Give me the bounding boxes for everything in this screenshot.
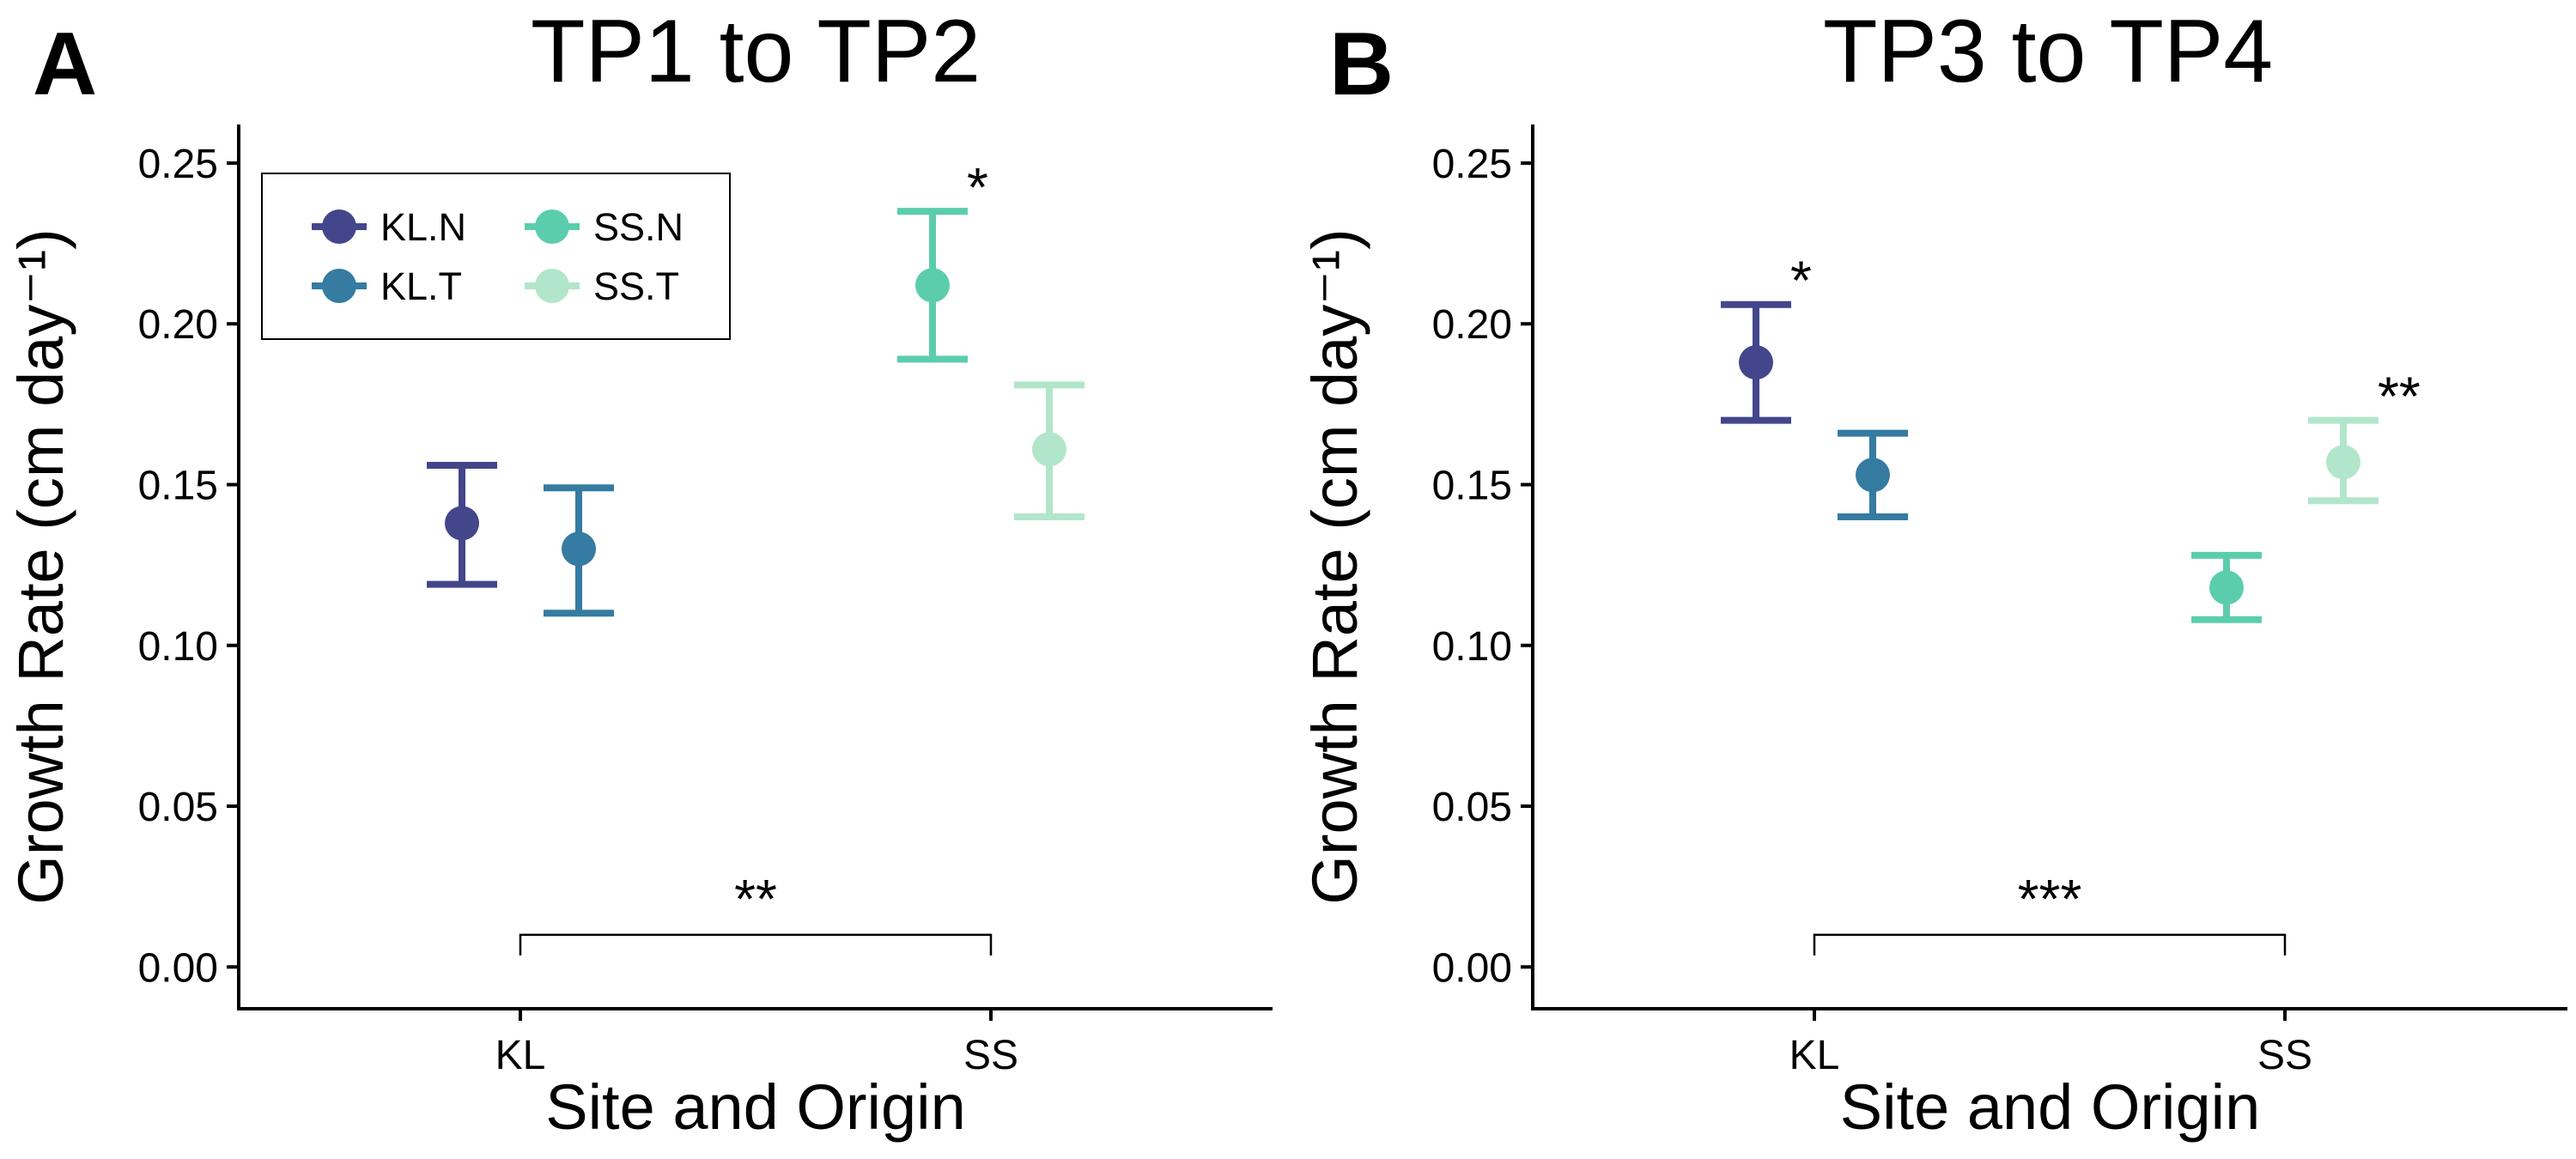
legend-item-ss-t: SS.T — [525, 264, 679, 308]
legend-label-kl-t: KL.T — [380, 264, 462, 308]
significance-mark-kl-n: * — [1790, 250, 1812, 312]
y-tick-label: 0.25 — [138, 142, 218, 187]
series-kl-t — [1838, 429, 1908, 520]
significance-mark-ss-t: ** — [2378, 366, 2421, 428]
point-ss-n — [2209, 570, 2244, 605]
legend-item-ss-n: SS.N — [525, 205, 683, 249]
x-tick-label-ss: SS — [963, 1033, 1018, 1078]
y-tick-label: 0.10 — [1432, 624, 1512, 670]
x-tick-label-kl: KL — [1789, 1033, 1840, 1078]
legend: KL.N KL.T SS.N SS.T — [261, 173, 731, 340]
series-kl-t — [544, 484, 614, 617]
point-kl-t — [562, 531, 596, 567]
point-kl-t — [1856, 458, 1890, 493]
y-tick-label: 0.15 — [1432, 463, 1512, 508]
point-ss-t — [2326, 445, 2360, 480]
x-tick-label-kl: KL — [495, 1033, 546, 1078]
y-tick-label: 0.10 — [138, 624, 218, 670]
series-ss-n — [2191, 551, 2262, 623]
legend-item-kl-n: KL.N — [312, 205, 466, 249]
legend-swatch-ss-t — [535, 269, 569, 303]
y-tick-label: 0.15 — [138, 463, 218, 508]
y-tick-label: 0.00 — [1432, 945, 1512, 991]
y-tick-label: 0.20 — [138, 302, 218, 348]
point-ss-n — [915, 268, 950, 303]
y-axis-title: Growth Rate (cm day⁻¹) — [1299, 228, 1370, 904]
series-ss-t — [2308, 416, 2379, 505]
panel-b-letter: B — [1329, 15, 1394, 114]
y-axis-title: Growth Rate (cm day⁻¹) — [5, 228, 76, 904]
legend-box — [261, 173, 731, 340]
legend-swatch-ss-n — [535, 209, 569, 244]
series-ss-t — [1014, 381, 1084, 520]
x-axis-title: Site and Origin — [545, 1071, 966, 1143]
y-tick-label: 0.00 — [138, 945, 218, 991]
series-kl-n — [427, 462, 497, 588]
y-tick-label: 0.20 — [1432, 302, 1512, 348]
panel-b-title: TP3 to TP4 — [1823, 2, 2273, 101]
significance-bracket — [519, 933, 993, 956]
panel-a-title: TP1 to TP2 — [531, 2, 981, 101]
legend-item-kl-t: KL.T — [312, 264, 462, 308]
significance-bracket — [1813, 933, 2287, 956]
significance-label: *** — [2018, 868, 2082, 930]
point-kl-n — [1739, 345, 1773, 380]
point-kl-n — [445, 506, 479, 541]
series-kl-n — [1721, 300, 1791, 424]
legend-label-ss-t: SS.T — [593, 264, 679, 308]
significance-mark-ss-n: * — [967, 156, 988, 218]
series-ss-n — [897, 208, 968, 363]
legend-label-kl-n: KL.N — [380, 205, 466, 249]
x-axis-title: Site and Origin — [1840, 1071, 2261, 1143]
significance-label: ** — [734, 868, 777, 930]
x-tick-label-ss: SS — [2257, 1033, 2312, 1078]
legend-swatch-kl-n — [322, 209, 356, 244]
y-tick-label: 0.05 — [1432, 785, 1512, 830]
legend-label-ss-n: SS.N — [593, 205, 683, 249]
y-tick-label: 0.05 — [138, 785, 218, 830]
panel-a-letter: A — [33, 15, 97, 114]
y-tick-label: 0.25 — [1432, 142, 1512, 187]
point-ss-t — [1032, 432, 1066, 467]
legend-swatch-kl-t — [322, 269, 356, 303]
